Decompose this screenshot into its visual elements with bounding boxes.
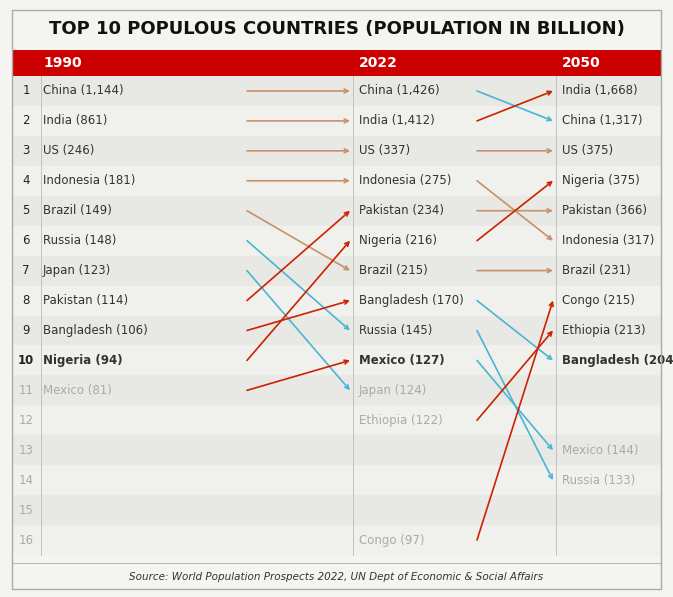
Bar bbox=[12, 196, 661, 226]
Bar bbox=[12, 346, 661, 376]
Text: Japan (124): Japan (124) bbox=[359, 384, 427, 397]
Text: 3: 3 bbox=[22, 144, 30, 158]
Text: Russia (145): Russia (145) bbox=[359, 324, 432, 337]
Text: Congo (215): Congo (215) bbox=[562, 294, 635, 307]
Text: Bangladesh (170): Bangladesh (170) bbox=[359, 294, 464, 307]
Text: 6: 6 bbox=[22, 234, 30, 247]
Text: Ethiopia (213): Ethiopia (213) bbox=[562, 324, 645, 337]
Text: US (246): US (246) bbox=[43, 144, 94, 158]
Bar bbox=[12, 136, 661, 166]
Bar bbox=[12, 166, 661, 196]
Text: 2022: 2022 bbox=[359, 56, 398, 70]
Text: 9: 9 bbox=[22, 324, 30, 337]
Bar bbox=[12, 285, 661, 315]
Text: India (861): India (861) bbox=[43, 115, 108, 127]
Bar bbox=[12, 226, 661, 256]
Text: Nigeria (94): Nigeria (94) bbox=[43, 354, 122, 367]
Text: Mexico (81): Mexico (81) bbox=[43, 384, 112, 397]
Text: India (1,668): India (1,668) bbox=[562, 84, 637, 97]
Bar bbox=[12, 405, 661, 435]
Bar bbox=[12, 525, 661, 555]
Bar bbox=[12, 256, 661, 285]
Text: 14: 14 bbox=[18, 473, 34, 487]
Text: China (1,144): China (1,144) bbox=[43, 84, 124, 97]
Text: Brazil (231): Brazil (231) bbox=[562, 264, 631, 277]
Bar bbox=[12, 50, 661, 76]
Text: 5: 5 bbox=[22, 204, 30, 217]
Text: Ethiopia (122): Ethiopia (122) bbox=[359, 414, 443, 427]
Text: Pakistan (234): Pakistan (234) bbox=[359, 204, 444, 217]
Text: 16: 16 bbox=[18, 534, 34, 546]
Text: Mexico (144): Mexico (144) bbox=[562, 444, 639, 457]
Text: 4: 4 bbox=[22, 174, 30, 187]
Bar bbox=[12, 76, 661, 106]
Text: India (1,412): India (1,412) bbox=[359, 115, 435, 127]
Text: US (337): US (337) bbox=[359, 144, 410, 158]
Text: Brazil (215): Brazil (215) bbox=[359, 264, 428, 277]
Bar bbox=[12, 495, 661, 525]
Text: Japan (123): Japan (123) bbox=[43, 264, 111, 277]
Text: TOP 10 POPULOUS COUNTRIES (POPULATION IN BILLION): TOP 10 POPULOUS COUNTRIES (POPULATION IN… bbox=[48, 20, 625, 38]
Text: Indonesia (181): Indonesia (181) bbox=[43, 174, 135, 187]
Text: Indonesia (317): Indonesia (317) bbox=[562, 234, 654, 247]
Text: Congo (97): Congo (97) bbox=[359, 534, 425, 546]
Text: 10: 10 bbox=[18, 354, 34, 367]
Text: US (375): US (375) bbox=[562, 144, 613, 158]
Text: 15: 15 bbox=[19, 504, 34, 516]
Text: Nigeria (375): Nigeria (375) bbox=[562, 174, 640, 187]
Text: Mexico (127): Mexico (127) bbox=[359, 354, 445, 367]
Bar bbox=[12, 435, 661, 465]
Text: 13: 13 bbox=[19, 444, 34, 457]
Text: Bangladesh (204): Bangladesh (204) bbox=[562, 354, 673, 367]
Text: 2050: 2050 bbox=[562, 56, 601, 70]
Text: Russia (148): Russia (148) bbox=[43, 234, 116, 247]
Text: 11: 11 bbox=[18, 384, 34, 397]
Text: Bangladesh (106): Bangladesh (106) bbox=[43, 324, 148, 337]
Text: 1: 1 bbox=[22, 84, 30, 97]
Text: Russia (133): Russia (133) bbox=[562, 473, 635, 487]
Text: 1990: 1990 bbox=[43, 56, 81, 70]
Text: 7: 7 bbox=[22, 264, 30, 277]
Text: Brazil (149): Brazil (149) bbox=[43, 204, 112, 217]
Bar bbox=[12, 315, 661, 346]
Bar bbox=[12, 106, 661, 136]
Text: Pakistan (114): Pakistan (114) bbox=[43, 294, 128, 307]
Text: China (1,426): China (1,426) bbox=[359, 84, 439, 97]
Text: 12: 12 bbox=[18, 414, 34, 427]
Text: Nigeria (216): Nigeria (216) bbox=[359, 234, 437, 247]
Text: Indonesia (275): Indonesia (275) bbox=[359, 174, 452, 187]
Bar bbox=[12, 465, 661, 495]
Bar bbox=[12, 376, 661, 405]
Text: Pakistan (366): Pakistan (366) bbox=[562, 204, 647, 217]
Text: 8: 8 bbox=[22, 294, 30, 307]
Text: Source: World Population Prospects 2022, UN Dept of Economic & Social Affairs: Source: World Population Prospects 2022,… bbox=[129, 572, 544, 582]
Text: 2: 2 bbox=[22, 115, 30, 127]
Text: China (1,317): China (1,317) bbox=[562, 115, 643, 127]
